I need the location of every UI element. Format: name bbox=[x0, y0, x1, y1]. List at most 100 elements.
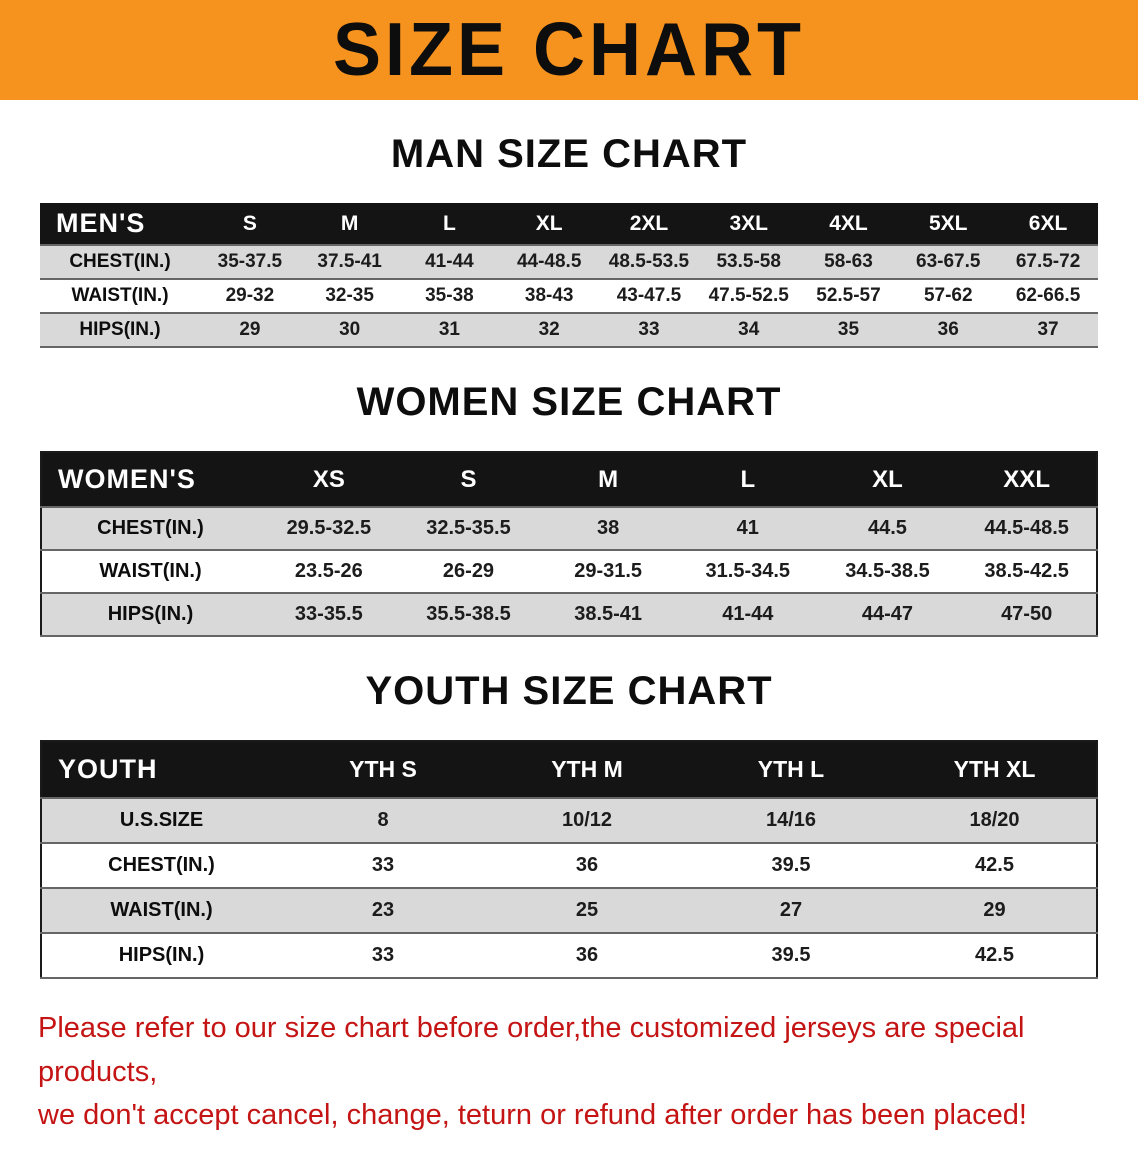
row-label: WAIST(IN.) bbox=[99, 560, 202, 582]
size-chart-banner: SIZE CHART bbox=[0, 0, 1138, 100]
size-column-header: XXL bbox=[1003, 465, 1050, 493]
size-chart-content: MAN SIZE CHART MEN'S S M L XL 2XL 3XL 4XL 5XL 6XL… bbox=[0, 132, 1138, 1138]
size-value: 41 bbox=[736, 517, 759, 539]
order-disclaimer: Please refer to our size chart before or… bbox=[38, 1007, 1100, 1138]
size-column-header: 5XL bbox=[928, 211, 968, 235]
size-value: 41-44 bbox=[425, 251, 474, 272]
table-corner-label: YOUTH bbox=[58, 754, 158, 784]
men-section-heading: MAN SIZE CHART bbox=[390, 132, 748, 176]
table-row: CHEST(IN.) 29.5-32.5 32.5-35.5 38 41 44.5 44.5… bbox=[41, 507, 1097, 550]
size-value: 36 bbox=[937, 319, 959, 340]
size-value: 35 bbox=[837, 319, 860, 340]
size-column-header: M bbox=[340, 211, 359, 235]
size-value: 38 bbox=[597, 517, 620, 539]
size-column-header: 4XL bbox=[829, 211, 868, 235]
size-column-header: M bbox=[598, 465, 619, 493]
size-value: 42.5 bbox=[975, 944, 1014, 966]
size-value: 41-44 bbox=[722, 603, 774, 625]
size-value: 44-47 bbox=[861, 603, 914, 625]
size-column-header: 6XL bbox=[1028, 211, 1068, 235]
size-value: 58-63 bbox=[824, 251, 873, 272]
size-value: 26-29 bbox=[442, 560, 495, 582]
page-title: SIZE CHART bbox=[333, 8, 805, 93]
table-corner-label: WOMEN'S bbox=[58, 464, 196, 494]
size-value: 47.5-52.5 bbox=[708, 285, 789, 306]
size-column-header: L bbox=[740, 465, 756, 493]
size-column-header: S bbox=[242, 211, 257, 235]
size-value: 10/12 bbox=[561, 809, 613, 831]
size-value: 47-50 bbox=[1001, 603, 1053, 625]
size-value: 32-35 bbox=[325, 285, 374, 306]
size-value: 29 bbox=[983, 899, 1006, 921]
disclaimer-line-2: we don't accept cancel, change, teturn o… bbox=[38, 1099, 1027, 1131]
size-value: 57-62 bbox=[923, 285, 973, 306]
size-value: 33-35.5 bbox=[294, 603, 363, 625]
size-value: 14/16 bbox=[765, 809, 817, 831]
size-value: 43-47.5 bbox=[616, 285, 682, 306]
size-value: 31 bbox=[438, 319, 460, 340]
size-value: 37 bbox=[1037, 319, 1059, 340]
table-row: CHEST(IN.) 35-37.5 37.5-41 41-44 44-48.5 48.5… bbox=[40, 245, 1098, 279]
size-value: 38.5-41 bbox=[574, 603, 643, 625]
size-value: 30 bbox=[339, 319, 361, 340]
size-value: 33 bbox=[638, 319, 660, 340]
size-value: 48.5-53.5 bbox=[608, 251, 690, 272]
row-label: WAIST(IN.) bbox=[71, 285, 169, 306]
table-header-row: WOMEN'S XS S M L XL XXL bbox=[41, 452, 1097, 507]
women-size-section: WOMEN SIZE CHART WOMEN'S XS S M L XL XXL CHEST(… bbox=[0, 380, 1138, 637]
size-value: 27 bbox=[779, 899, 803, 921]
size-value: 36 bbox=[575, 854, 599, 876]
table-header-row: YOUTH YTH S YTH M YTH L YTH XL bbox=[41, 741, 1097, 798]
size-column-header: YTH XL bbox=[953, 756, 1036, 782]
women-size-table: WOMEN'S XS S M L XL XXL CHEST(IN.) 29.5-32.5 32.5… bbox=[40, 451, 1098, 637]
table-row: HIPS(IN.) 33-35.5 35.5-38.5 38.5-41 41-44 44-… bbox=[41, 593, 1097, 636]
disclaimer-line-1: Please refer to our size chart before or… bbox=[38, 1012, 1025, 1088]
size-value: 39.5 bbox=[771, 854, 811, 876]
youth-size-table: YOUTH YTH S YTH M YTH L YTH XL U.S.SIZE 8 10/12… bbox=[40, 740, 1098, 979]
size-column-header: S bbox=[460, 465, 477, 493]
size-column-header: XS bbox=[312, 465, 345, 493]
women-section-heading: WOMEN SIZE CHART bbox=[356, 380, 782, 424]
size-value: 31.5-34.5 bbox=[705, 560, 791, 582]
men-size-table: MEN'S S M L XL 2XL 3XL 4XL 5XL 6XL CHEST(IN.) 35-37… bbox=[40, 203, 1098, 348]
size-value: 25 bbox=[575, 899, 599, 921]
table-row: WAIST(IN.) 23.5-26 26-29 29-31.5 31.5-34.5 34… bbox=[41, 550, 1097, 593]
size-value: 52.5-57 bbox=[816, 285, 881, 306]
table-row: WAIST(IN.) 29-32 32-35 35-38 38-43 43-47.5 47.… bbox=[40, 279, 1098, 313]
size-value: 63-67.5 bbox=[916, 251, 981, 272]
size-value: 23 bbox=[371, 899, 395, 921]
youth-size-section: YOUTH SIZE CHART YOUTH YTH S YTH M YTH L YTH… bbox=[0, 669, 1138, 979]
table-row: HIPS(IN.) 29 30 31 32 33 34 35 36 37 bbox=[40, 313, 1098, 347]
size-value: 29.5-32.5 bbox=[286, 517, 372, 539]
row-label: HIPS(IN.) bbox=[118, 944, 205, 966]
size-column-header: YTH M bbox=[551, 756, 623, 782]
size-column-header: 2XL bbox=[629, 211, 669, 235]
size-value: 18/20 bbox=[969, 809, 1020, 831]
size-value: 67.5-72 bbox=[1015, 251, 1081, 272]
size-value: 29-31.5 bbox=[574, 560, 643, 582]
size-column-header: YTH S bbox=[349, 756, 417, 782]
table-row: U.S.SIZE 8 10/12 14/16 18/20 bbox=[41, 798, 1097, 843]
size-value: 8 bbox=[377, 809, 389, 831]
size-column-header: XL bbox=[872, 465, 903, 493]
size-value: 39.5 bbox=[771, 944, 811, 966]
row-label: CHEST(IN.) bbox=[69, 251, 171, 272]
men-size-section: MAN SIZE CHART MEN'S S M L XL 2XL 3XL 4XL 5XL 6XL… bbox=[0, 132, 1138, 348]
size-value: 32.5-35.5 bbox=[426, 517, 511, 539]
row-label: HIPS(IN.) bbox=[79, 319, 161, 340]
table-row: HIPS(IN.) 33 36 39.5 42.5 bbox=[41, 933, 1097, 978]
size-value: 38-43 bbox=[524, 285, 574, 306]
size-value: 62-66.5 bbox=[1015, 285, 1081, 306]
table-row: WAIST(IN.) 23 25 27 29 bbox=[41, 888, 1097, 933]
size-value: 37.5-41 bbox=[317, 251, 382, 272]
size-value: 53.5-58 bbox=[716, 251, 781, 272]
size-value: 35.5-38.5 bbox=[426, 603, 511, 625]
size-value: 34 bbox=[738, 319, 760, 340]
row-label: CHEST(IN.) bbox=[97, 517, 204, 539]
size-column-header: YTH L bbox=[757, 756, 825, 782]
size-value: 33 bbox=[371, 854, 395, 876]
size-value: 29-32 bbox=[225, 285, 275, 306]
table-header-row: MEN'S S M L XL 2XL 3XL 4XL 5XL 6XL bbox=[40, 203, 1098, 245]
size-value: 29 bbox=[239, 319, 261, 340]
size-value: 35-37.5 bbox=[217, 251, 283, 272]
